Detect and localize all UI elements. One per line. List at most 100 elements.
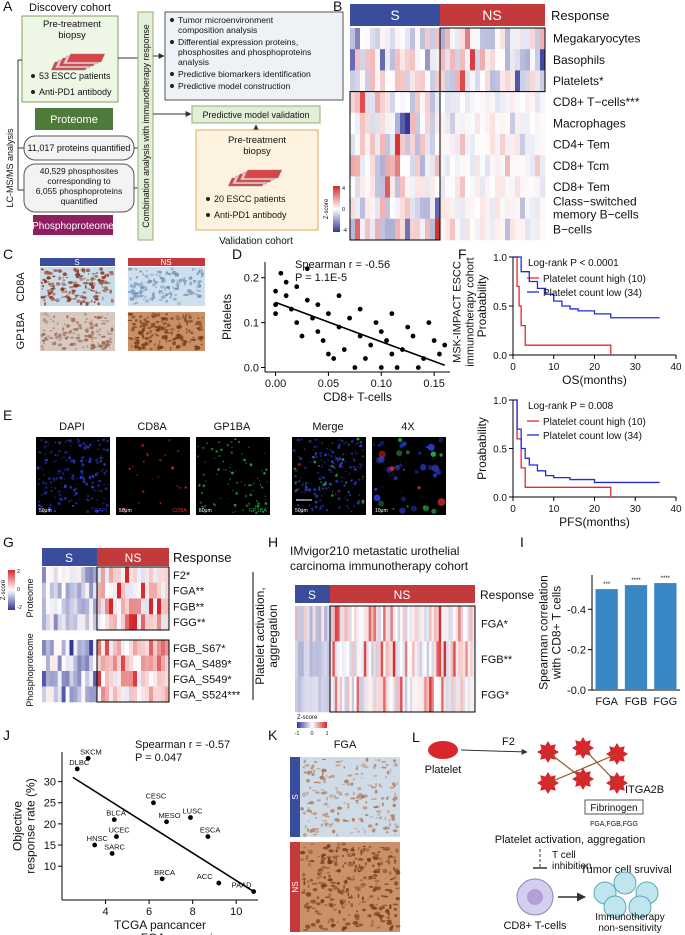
micrograph-texture — [307, 791, 309, 795]
micrograph-texture — [100, 271, 105, 275]
heatmap-cell — [312, 606, 316, 642]
micrograph-texture — [68, 500, 71, 503]
heatmap-cell — [397, 676, 401, 713]
micrograph-texture — [50, 290, 54, 293]
micrograph — [292, 437, 366, 515]
micrograph-texture — [185, 320, 191, 322]
micrograph-texture — [79, 327, 83, 330]
heatmap-cell — [500, 91, 506, 114]
micrograph-texture — [79, 339, 81, 343]
heatmap-cell — [101, 671, 106, 687]
micrograph-texture — [334, 467, 336, 469]
bar — [595, 589, 618, 690]
heatmap-cell — [97, 640, 102, 656]
heatmap-cell — [405, 176, 411, 198]
x-tick-label: 8 — [190, 906, 196, 918]
micrograph-texture — [337, 489, 341, 493]
heatmap-cell — [405, 70, 411, 92]
heatmap-cell — [375, 112, 381, 135]
micrograph-texture — [342, 819, 346, 822]
row-label: FGB** — [173, 601, 205, 613]
heatmap-cell — [344, 676, 348, 713]
micrograph-texture — [395, 848, 399, 853]
heatmap-cell — [93, 598, 98, 615]
heatmap-cell — [495, 91, 501, 114]
heatmap-cell — [450, 606, 454, 642]
panel-label: A — [3, 0, 13, 14]
micrograph-texture — [389, 786, 395, 789]
heatmap-cell — [363, 641, 367, 677]
micrograph-texture — [70, 445, 72, 447]
micrograph-texture — [328, 487, 329, 488]
micrograph-texture — [314, 438, 318, 442]
heatmap-cell — [445, 91, 451, 114]
heatmap-cell — [440, 28, 446, 50]
micrograph-texture — [137, 283, 142, 287]
heatmap-cell — [65, 567, 70, 584]
heatmap-cell — [485, 112, 491, 135]
heatmap-cell — [510, 134, 516, 156]
label: non-sensitivity — [598, 923, 661, 934]
micrograph-texture — [72, 459, 76, 463]
heatmap-cell — [371, 606, 374, 642]
heatmap-cell — [85, 655, 90, 672]
heatmap-cell — [420, 112, 426, 135]
micrograph-texture — [352, 852, 356, 857]
heatmap-cell — [69, 671, 74, 687]
heatmap-cell — [465, 49, 471, 71]
heatmap-cell — [109, 655, 114, 672]
micrograph-texture — [141, 328, 145, 333]
micrograph-texture — [357, 893, 360, 899]
micrograph-texture — [354, 440, 356, 442]
x-tick-label: 10 — [548, 362, 560, 373]
micrograph-texture — [353, 777, 356, 781]
label: -4 — [342, 228, 347, 234]
heatmap-cell — [460, 91, 466, 114]
micrograph-texture — [345, 887, 350, 892]
micrograph-texture — [356, 867, 359, 871]
heatmap-cell — [475, 49, 481, 71]
heatmap-cell — [366, 606, 369, 642]
micrograph-texture — [191, 267, 194, 271]
micrograph-texture — [347, 507, 350, 510]
heatmap-cell — [356, 641, 360, 677]
micrograph-texture — [243, 484, 246, 487]
micrograph-texture — [323, 453, 327, 457]
heatmap-cell — [356, 606, 360, 642]
micrograph-texture — [320, 882, 327, 886]
micrograph-texture — [256, 505, 260, 508]
heatmap-cell — [49, 655, 55, 672]
micrograph-texture — [93, 489, 96, 492]
micrograph-texture — [393, 907, 398, 911]
micrograph-texture — [48, 282, 52, 286]
micrograph-texture — [334, 862, 338, 867]
heatmap-cell — [300, 606, 305, 642]
micrograph-texture — [142, 345, 145, 350]
cohort-title: Validation cohort — [219, 236, 293, 247]
micrograph-texture — [318, 488, 321, 491]
micrograph-texture — [103, 463, 106, 466]
point — [357, 306, 363, 312]
heatmap-cell — [129, 614, 134, 631]
row-label: Platelets* — [553, 74, 604, 88]
micrograph-texture — [328, 465, 331, 468]
micrograph-texture — [240, 481, 242, 483]
micrograph-texture — [93, 282, 96, 286]
micrograph-texture — [188, 292, 191, 295]
micrograph-texture — [198, 280, 203, 283]
heatmap-cell — [420, 176, 426, 198]
micrograph-texture — [345, 470, 347, 473]
heatmap-cell — [530, 28, 536, 50]
point — [341, 347, 347, 352]
heatmap-cell — [465, 218, 471, 241]
micrograph-texture — [153, 343, 156, 346]
micrograph-texture — [90, 318, 93, 322]
micrograph-texture — [241, 453, 244, 455]
x-tick-label: 10 — [230, 906, 242, 918]
micrograph-texture — [80, 470, 84, 474]
label: NS — [394, 588, 411, 602]
micrograph-texture — [377, 443, 382, 447]
micrograph-texture — [389, 889, 393, 894]
micrograph-texture — [344, 461, 347, 463]
